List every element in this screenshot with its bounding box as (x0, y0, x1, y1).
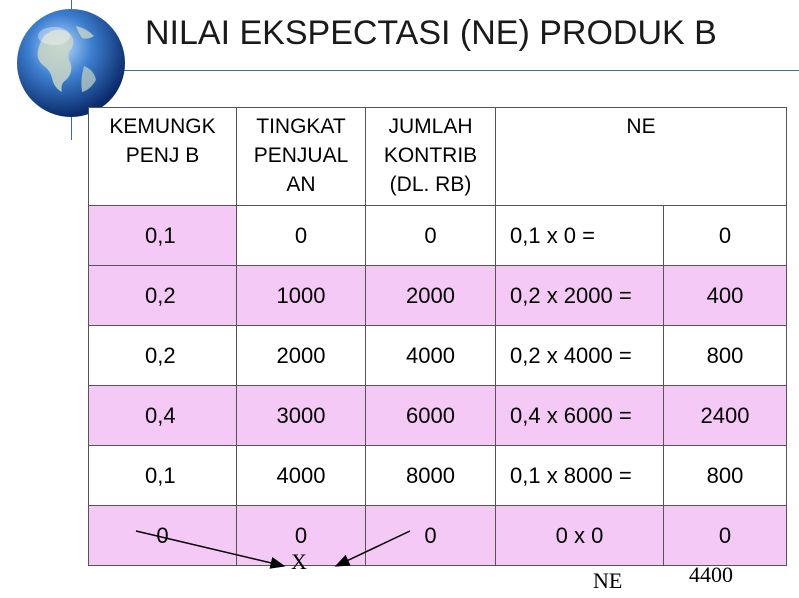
calc-cell: 0,1 x 8000 = (495, 445, 664, 506)
contrib-cell: 8000 (365, 445, 496, 506)
globe-icon (17, 9, 125, 117)
prob-cell: 0,1 (88, 205, 237, 266)
contrib-cell: 6000 (365, 385, 496, 446)
prob-cell: 0,1 (88, 445, 237, 506)
header-line: PENJ B (125, 144, 200, 167)
ne-cell: 0 (663, 205, 787, 266)
header-line: PENJUAL (253, 144, 349, 167)
table-row: 0 0 0 0 x 0 0 (88, 505, 787, 566)
arrow-right (334, 530, 411, 567)
ne-cell: 0 (663, 505, 787, 566)
prob-cell: 0,4 (88, 385, 237, 446)
contrib-cell: 0 (365, 205, 496, 266)
header-line: KONTRIB (383, 144, 478, 167)
contrib-cell: 2000 (365, 265, 496, 326)
header-line: JUMLAH (388, 115, 473, 138)
ne-cell: 2400 (663, 385, 787, 446)
ne-cell: 400 (663, 265, 787, 326)
table-row: 0,2 2000 4000 0,2 x 4000 = 800 (88, 325, 787, 386)
title-horizontal-rule (40, 70, 799, 71)
header-line: (DL. RB) (389, 173, 472, 196)
ne-label: NE (593, 568, 623, 593)
header-line: TINGKAT (256, 115, 346, 138)
header-ne: NE (495, 107, 787, 206)
slide-title: NILAI EKSPECTASI (NE) PRODUK B (145, 14, 717, 52)
calc-cell: 0 x 0 (495, 505, 664, 566)
ne-cell: 800 (663, 325, 787, 386)
contrib-cell: 0 (365, 505, 496, 566)
contrib-cell: 4000 (365, 325, 496, 386)
level-cell: 4000 (236, 445, 366, 506)
table-header-row: KEMUNGK PENJ B TINGKAT PENJUAL AN JUMLAH… (88, 107, 787, 206)
level-cell: 2000 (236, 325, 366, 386)
table-row: 0,1 4000 8000 0,1 x 8000 = 800 (88, 445, 787, 506)
ne-cell: 800 (663, 445, 787, 506)
calc-cell: 0,4 x 6000 = (495, 385, 664, 446)
prob-cell: 0 (88, 505, 237, 566)
prob-cell: 0,2 (88, 265, 237, 326)
ne-total: 4400 (689, 562, 733, 587)
prob-cell: 0,2 (88, 325, 237, 386)
calc-cell: 0,2 x 4000 = (495, 325, 664, 386)
header-line: NE (626, 115, 656, 138)
expected-value-table: KEMUNGK PENJ B TINGKAT PENJUAL AN JUMLAH… (88, 107, 787, 566)
level-cell: 1000 (236, 265, 366, 326)
header-line: KEMUNGK (109, 115, 216, 138)
header-line: AN (286, 173, 316, 196)
level-cell: 0 (236, 205, 366, 266)
x-label: X (291, 549, 307, 574)
table-row: 0,1 0 0 0,1 x 0 = 0 (88, 205, 787, 266)
header-tingkat-penjualan: TINGKAT PENJUAL AN (236, 107, 366, 206)
arrow-left (135, 530, 286, 569)
header-kemungkinan: KEMUNGK PENJ B (88, 107, 237, 206)
